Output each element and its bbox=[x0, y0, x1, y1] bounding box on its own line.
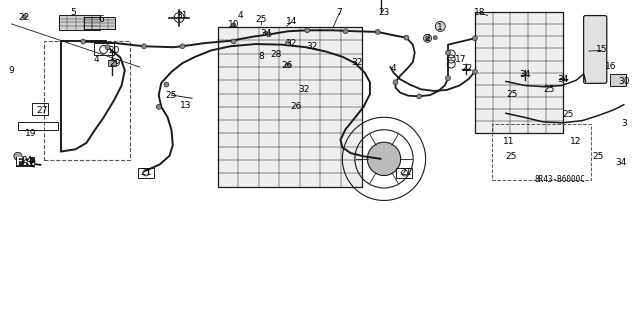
Circle shape bbox=[417, 94, 422, 99]
Text: 7: 7 bbox=[337, 8, 342, 17]
Circle shape bbox=[180, 44, 185, 49]
Text: 24: 24 bbox=[21, 156, 33, 165]
Text: 34: 34 bbox=[260, 29, 271, 38]
Text: 23: 23 bbox=[378, 8, 390, 17]
Text: 2: 2 bbox=[425, 34, 430, 43]
Circle shape bbox=[156, 104, 161, 109]
Text: 25: 25 bbox=[543, 85, 555, 94]
Circle shape bbox=[433, 36, 437, 40]
Circle shape bbox=[375, 29, 380, 34]
Text: 32: 32 bbox=[285, 39, 297, 48]
Circle shape bbox=[232, 23, 236, 27]
Text: 4: 4 bbox=[237, 11, 243, 20]
Text: FR.: FR. bbox=[16, 157, 35, 167]
Circle shape bbox=[81, 39, 86, 44]
Text: 9: 9 bbox=[9, 66, 14, 75]
Text: 19: 19 bbox=[25, 129, 36, 138]
Text: 18: 18 bbox=[474, 8, 486, 17]
Bar bbox=[93, 43, 114, 56]
Circle shape bbox=[264, 32, 268, 35]
Text: 27: 27 bbox=[36, 106, 47, 115]
Bar bbox=[610, 74, 626, 86]
Text: 28: 28 bbox=[271, 50, 282, 59]
Text: 30: 30 bbox=[618, 77, 630, 86]
Text: 25: 25 bbox=[563, 110, 574, 119]
Bar bbox=[138, 168, 154, 178]
Text: 22: 22 bbox=[461, 64, 473, 73]
Text: 34: 34 bbox=[519, 70, 531, 79]
Circle shape bbox=[426, 36, 429, 40]
Circle shape bbox=[424, 34, 431, 42]
Text: 25: 25 bbox=[505, 152, 516, 161]
Circle shape bbox=[445, 50, 451, 55]
Text: 25: 25 bbox=[506, 90, 518, 99]
Circle shape bbox=[472, 36, 477, 41]
Circle shape bbox=[105, 45, 110, 50]
Text: 21: 21 bbox=[140, 168, 152, 177]
Circle shape bbox=[343, 29, 348, 34]
Text: 11: 11 bbox=[503, 137, 515, 146]
Circle shape bbox=[14, 152, 22, 160]
Bar bbox=[84, 17, 115, 29]
Circle shape bbox=[472, 69, 477, 74]
Text: 16: 16 bbox=[605, 63, 617, 71]
Text: 34: 34 bbox=[557, 75, 569, 84]
Text: 3: 3 bbox=[621, 119, 627, 128]
Text: 31: 31 bbox=[177, 11, 188, 20]
Text: 4: 4 bbox=[93, 55, 99, 63]
Text: 8: 8 bbox=[259, 52, 264, 61]
Text: 32: 32 bbox=[307, 42, 318, 51]
Text: 26: 26 bbox=[290, 102, 301, 111]
Text: 10: 10 bbox=[228, 20, 239, 29]
Circle shape bbox=[141, 44, 147, 49]
Text: 15: 15 bbox=[596, 45, 607, 54]
Bar bbox=[397, 168, 413, 178]
Text: 29: 29 bbox=[109, 59, 121, 68]
Text: 20: 20 bbox=[108, 46, 120, 55]
Circle shape bbox=[393, 80, 398, 85]
Bar bbox=[44, 41, 130, 160]
Text: 12: 12 bbox=[570, 137, 582, 146]
Circle shape bbox=[367, 142, 401, 175]
Text: 13: 13 bbox=[180, 101, 191, 110]
Bar bbox=[32, 103, 47, 115]
Bar bbox=[218, 27, 362, 187]
Bar bbox=[492, 124, 591, 180]
Text: 21: 21 bbox=[401, 168, 412, 177]
Circle shape bbox=[445, 76, 451, 81]
Text: 25: 25 bbox=[255, 15, 267, 24]
Circle shape bbox=[305, 28, 310, 33]
Circle shape bbox=[164, 82, 169, 87]
Text: 25: 25 bbox=[593, 152, 604, 161]
Bar bbox=[59, 15, 100, 30]
Text: 32: 32 bbox=[351, 58, 363, 67]
Circle shape bbox=[285, 41, 291, 46]
Circle shape bbox=[22, 15, 26, 19]
Text: FR.: FR. bbox=[16, 157, 35, 167]
Text: 22: 22 bbox=[19, 13, 30, 22]
Text: 1: 1 bbox=[438, 23, 443, 32]
Bar bbox=[475, 12, 563, 133]
Text: 5: 5 bbox=[71, 8, 76, 17]
Circle shape bbox=[435, 21, 445, 32]
Text: 32: 32 bbox=[298, 85, 310, 94]
Text: 14: 14 bbox=[285, 17, 297, 26]
Circle shape bbox=[266, 32, 271, 37]
Text: 6: 6 bbox=[99, 15, 104, 24]
Circle shape bbox=[231, 39, 236, 44]
FancyBboxPatch shape bbox=[584, 16, 607, 83]
Circle shape bbox=[285, 63, 291, 68]
Text: 4: 4 bbox=[391, 64, 396, 73]
Bar bbox=[108, 60, 116, 66]
Text: 17: 17 bbox=[455, 55, 467, 63]
Text: 8R43-B6000C: 8R43-B6000C bbox=[534, 175, 585, 184]
Bar bbox=[18, 122, 58, 130]
Text: 25: 25 bbox=[166, 91, 177, 100]
Text: 26: 26 bbox=[281, 61, 292, 70]
Circle shape bbox=[404, 35, 409, 40]
Text: 34: 34 bbox=[615, 158, 627, 167]
